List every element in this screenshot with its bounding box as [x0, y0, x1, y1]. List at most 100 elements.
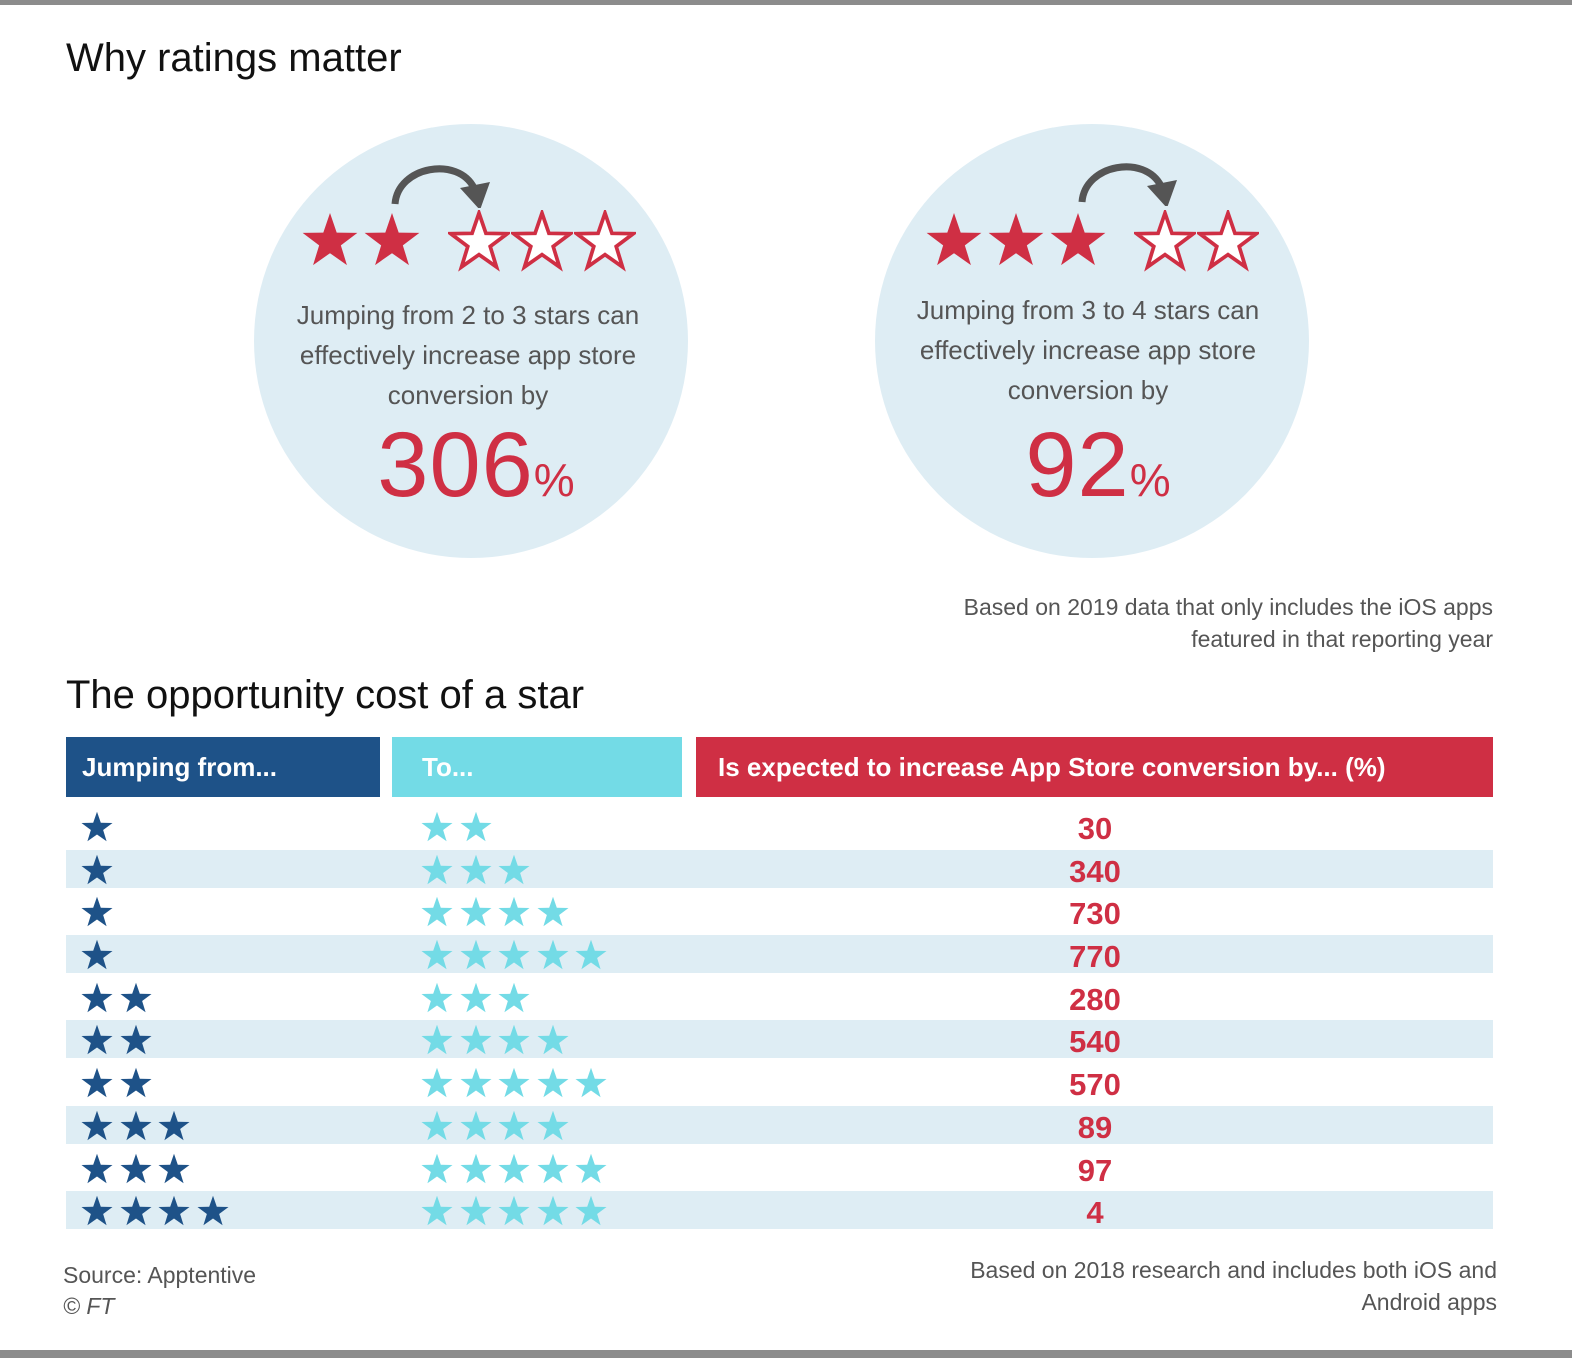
light-blue-star-icon — [498, 939, 530, 970]
page-title: Why ratings matter — [66, 36, 402, 80]
increase-value: 770 — [1069, 939, 1121, 975]
curved-arrow-icon — [1078, 163, 1177, 206]
light-blue-star-icon — [459, 854, 492, 884]
light-blue-star-icon — [421, 1025, 453, 1055]
table-row: 280 — [66, 978, 1493, 1017]
circle-percentage: 92% — [898, 413, 1298, 518]
light-blue-star-icon — [536, 897, 569, 927]
light-blue-star-icon — [498, 1195, 530, 1226]
light-blue-star-icon — [459, 1195, 492, 1226]
dark-blue-star-icon — [81, 897, 113, 927]
light-blue-star-icon — [459, 982, 492, 1012]
filled-star-icon — [926, 213, 982, 266]
dark-blue-star-icon — [119, 1153, 152, 1183]
to-stars-cell — [420, 1152, 613, 1186]
increase-value: 340 — [1069, 853, 1121, 889]
to-stars-cell — [420, 1194, 613, 1228]
increase-value: 540 — [1069, 1024, 1121, 1060]
curved-arrow-icon — [391, 165, 490, 208]
increase-value: 89 — [1077, 1109, 1113, 1145]
dark-blue-star-icon — [119, 1067, 152, 1098]
light-blue-star-icon — [498, 854, 530, 884]
ratings-table: 30 340 730 770 280 540 570 89 97 4 — [66, 807, 1493, 1234]
increase-value: 4 — [1086, 1195, 1104, 1231]
circle-stars-row — [924, 210, 1260, 272]
light-blue-star-icon — [421, 897, 453, 927]
circle-description: Jumping from 3 to 4 stars can effectivel… — [916, 295, 1260, 405]
dark-blue-star-icon — [81, 939, 113, 970]
dark-blue-star-icon — [81, 1153, 113, 1183]
light-blue-star-icon — [498, 1067, 530, 1098]
circle-3-to-4-stars — [875, 124, 1309, 558]
from-stars-cell — [80, 1066, 157, 1100]
light-blue-star-icon — [575, 1195, 607, 1226]
light-blue-star-icon — [575, 939, 607, 970]
bottom-rule — [0, 1350, 1572, 1358]
outline-star-icon — [1134, 210, 1196, 272]
from-stars-cell — [80, 853, 119, 887]
table-row: 570 — [66, 1063, 1493, 1102]
dark-blue-star-icon — [81, 854, 113, 884]
filled-star-icon — [1050, 213, 1106, 266]
filled-star-icon — [364, 213, 420, 266]
header-jumping-from: Jumping from... — [66, 737, 380, 797]
light-blue-star-icon — [536, 1153, 569, 1183]
table-row: 340 — [66, 849, 1493, 889]
percentage-value: 306 — [377, 414, 534, 516]
increase-value: 97 — [1077, 1152, 1113, 1188]
light-blue-star-icon — [498, 1153, 530, 1183]
source-block: Source: Apptentive © FT — [63, 1260, 256, 1322]
light-blue-star-icon — [421, 939, 453, 970]
from-stars-cell — [80, 1109, 196, 1143]
from-stars-cell — [80, 1023, 157, 1057]
circle-description: Jumping from 2 to 3 stars can effectivel… — [296, 300, 640, 410]
light-blue-star-icon — [459, 897, 492, 927]
table-row: 97 — [66, 1149, 1493, 1188]
header-to: To... — [392, 737, 682, 797]
increase-value: 730 — [1069, 896, 1121, 932]
to-stars-cell — [420, 1066, 613, 1100]
light-blue-star-icon — [536, 1110, 569, 1141]
outline-star-icon — [1197, 210, 1259, 272]
light-blue-star-icon — [536, 1067, 569, 1098]
section-title: The opportunity cost of a star — [66, 673, 585, 717]
dark-blue-star-icon — [81, 1025, 113, 1055]
to-stars-cell — [420, 853, 536, 887]
increase-value: 280 — [1069, 981, 1121, 1017]
from-stars-cell — [80, 1194, 234, 1228]
light-blue-star-icon — [575, 1067, 607, 1098]
circle-percentage: 306% — [276, 413, 676, 518]
dark-blue-star-icon — [119, 1110, 152, 1141]
dark-blue-star-icon — [119, 1025, 152, 1055]
dark-blue-star-icon — [81, 1067, 113, 1098]
to-stars-cell — [420, 981, 536, 1015]
header-increase: Is expected to increase App Store conver… — [696, 737, 1493, 797]
light-blue-star-icon — [421, 1110, 453, 1141]
light-blue-star-icon — [459, 1153, 492, 1183]
dark-blue-star-icon — [119, 1195, 152, 1226]
table-row: 730 — [66, 892, 1493, 931]
light-blue-star-icon — [459, 1067, 492, 1098]
light-blue-star-icon — [421, 811, 453, 842]
light-blue-star-icon — [421, 1067, 453, 1098]
increase-value: 30 — [1077, 811, 1113, 846]
source-text: Source: Apptentive — [63, 1262, 257, 1288]
from-stars-cell — [80, 810, 119, 844]
from-stars-cell — [80, 981, 157, 1015]
from-stars-cell — [80, 938, 119, 972]
light-blue-star-icon — [421, 1153, 453, 1183]
dark-blue-star-icon — [158, 1195, 190, 1226]
outline-star-icon — [574, 210, 636, 272]
dark-blue-star-icon — [81, 811, 113, 842]
to-stars-cell — [420, 895, 574, 929]
outline-star-icon — [448, 210, 510, 272]
table-row: 770 — [66, 935, 1493, 974]
dark-blue-star-icon — [158, 1110, 190, 1141]
note-2019-data: Based on 2019 data that only includes th… — [963, 594, 1493, 652]
outline-star-icon — [511, 210, 573, 272]
light-blue-star-icon — [536, 1025, 569, 1055]
dark-blue-star-icon — [196, 1195, 229, 1226]
dark-blue-star-icon — [81, 1110, 113, 1141]
light-blue-star-icon — [459, 939, 492, 970]
light-blue-star-icon — [459, 1025, 492, 1055]
